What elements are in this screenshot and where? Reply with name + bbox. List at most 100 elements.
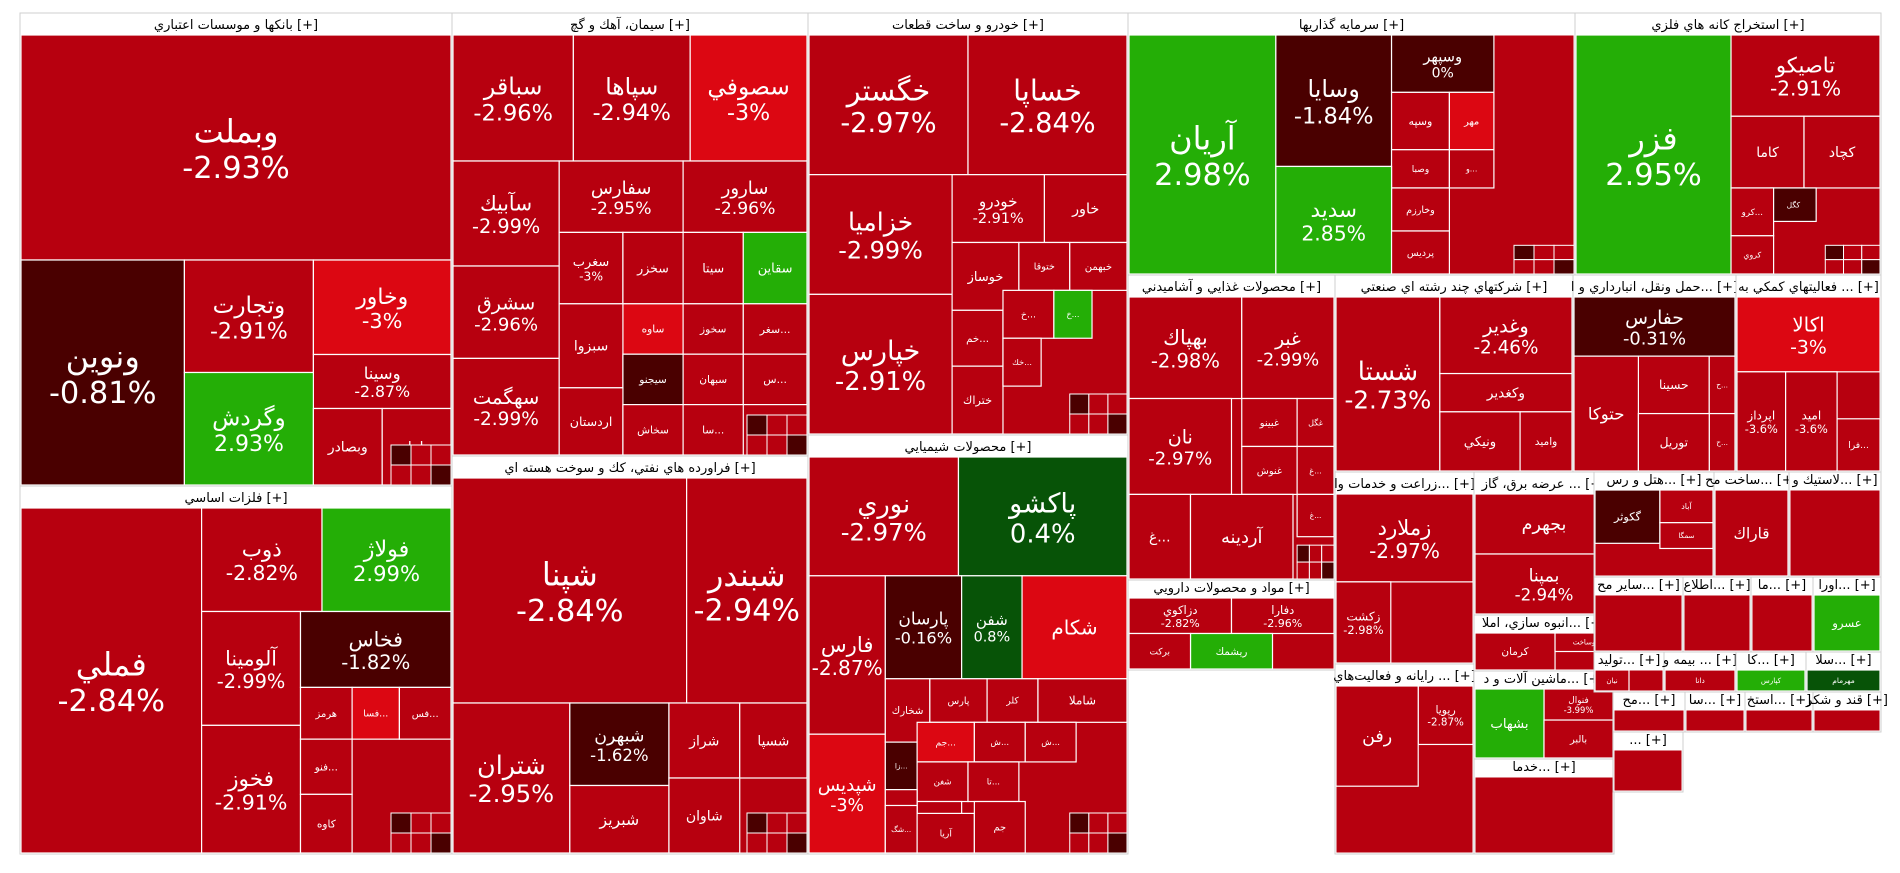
stock-tile[interactable]: شتران-2.95% — [452, 702, 571, 854]
sector-title[interactable]: لاستيك و... [+] — [1791, 473, 1877, 488]
stock-tile[interactable]: رپويا-2.87% — [1417, 685, 1474, 746]
stock-tile[interactable]: ختراك — [951, 365, 1004, 435]
stock-tile[interactable]: فنوال-3.99% — [1543, 688, 1614, 721]
stock-tile[interactable]: سبزوا — [558, 303, 624, 389]
stock-tile[interactable]: فخوز-2.91% — [201, 724, 302, 854]
stock-tile[interactable]: سيجنو — [622, 353, 684, 406]
tiny-tile[interactable] — [1861, 259, 1881, 275]
sector-title[interactable]: ساير مح... [+] — [1597, 578, 1680, 593]
stock-tile[interactable]: شاوان — [668, 777, 741, 854]
stock-tile[interactable]: ريشمك — [1189, 632, 1274, 670]
sector-title[interactable]: سا... [+] — [1689, 693, 1741, 708]
tiny-tile[interactable] — [1321, 561, 1335, 580]
sector-title[interactable]: محصولات شيميايي [+] — [905, 440, 1032, 455]
stock-tile[interactable]: اردستان — [558, 387, 624, 456]
stock-tile[interactable]: رفن — [1335, 685, 1419, 787]
stock-tile[interactable]: شبندر-2.94% — [686, 477, 808, 704]
sector-12[interactable]: مواد و محصولات دارويي [+]دزاكوي-2.82%دفا… — [1127, 579, 1336, 671]
sector-6[interactable]: سرمايه گذاريها [+]آريان2.98%وسايا-1.84%و… — [1127, 12, 1576, 276]
stock-tile[interactable]: سفارس-2.95% — [558, 160, 684, 234]
tiny-tile[interactable] — [1824, 259, 1845, 275]
sector-10[interactable]: حمل ونقل، انبارداري و ا... [+]حفارس-0.31… — [1571, 274, 1738, 473]
sector-23[interactable]: ما... [+] — [1750, 576, 1814, 653]
sector-8[interactable]: محصولات غذايي و آشاميدني [+]بهپاك-2.98%غ… — [1127, 274, 1336, 581]
stock-tile[interactable]: وغدير-2.46% — [1439, 296, 1573, 375]
tiny-tile[interactable] — [410, 812, 432, 834]
stock-tile[interactable]: ذوب-2.82% — [201, 507, 323, 613]
stock-tile[interactable]: زملارد-2.97% — [1335, 493, 1474, 583]
sector-title[interactable]: سرمايه گذاريها [+] — [1299, 17, 1404, 33]
tiny-tile[interactable] — [766, 434, 788, 456]
tiny-tile[interactable] — [1513, 259, 1535, 275]
stock-tile[interactable]: غ... — [1296, 493, 1335, 538]
sector-14[interactable]: رايانه و فعاليت‌هاي ... [+]رپويا-2.87%رف… — [1333, 663, 1476, 855]
stock-tile[interactable]: خك... — [1002, 337, 1042, 387]
tiny-tile[interactable] — [1308, 544, 1323, 563]
stock-tile[interactable]: زا... — [884, 741, 918, 791]
stock-tile[interactable]: پارسان-0.16% — [884, 575, 963, 680]
stock-tile[interactable]: قاراك — [1714, 489, 1789, 577]
sector-15[interactable]: عرضه برق، گاز ... [+] بجهرم بمپنا-2.94% — [1473, 471, 1615, 616]
sector-9[interactable]: شركتهاي چند رشته اي صنعتي [+]شستا-2.73%و… — [1334, 274, 1574, 473]
stock-tile[interactable]: سباقر-2.96% — [452, 34, 574, 162]
stock-tile[interactable]: كروي — [1730, 235, 1775, 275]
stock-tile[interactable]: س... — [742, 353, 808, 406]
stock-tile[interactable]: غنوش — [1241, 445, 1298, 495]
tiny-tile[interactable] — [1088, 832, 1109, 854]
stock-tile[interactable]: سشرق-2.96% — [452, 265, 560, 360]
stock-tile[interactable]: غبينو — [1241, 397, 1298, 448]
stock-tile[interactable]: شبهرن-1.62% — [569, 702, 670, 787]
stock-tile[interactable]: پرديس — [1390, 230, 1451, 275]
stock-tile[interactable]: حفارس-0.31% — [1573, 296, 1736, 357]
stock-tile[interactable]: ساوه — [622, 303, 684, 355]
stock-tile[interactable]: شپديس-3% — [808, 733, 886, 854]
stock-tile[interactable]: سآبيك-2.99% — [452, 160, 560, 267]
stock-tile[interactable]: حسينا — [1637, 355, 1710, 415]
stock-tile[interactable]: سا... — [682, 404, 744, 456]
stock-tile[interactable]: وبصادر — [312, 407, 383, 486]
sector-30[interactable]: سا... [+] — [1684, 691, 1746, 733]
stock-tile[interactable]: سخوز — [682, 303, 744, 355]
tiny-tile[interactable] — [786, 414, 808, 436]
tiny-tile[interactable] — [390, 464, 412, 486]
stock-tile[interactable]: فنو... — [299, 738, 353, 795]
tiny-tile[interactable] — [1533, 244, 1555, 261]
stock-tile[interactable]: سيتا — [682, 231, 744, 305]
sector-title[interactable]: محصولات غذايي و آشاميدني [+] — [1142, 278, 1321, 295]
stock-tile[interactable]: كاما — [1730, 115, 1805, 189]
sector-11[interactable]: فعاليتهاي كمكي به ... [+]اكالا-3%اپرداز-… — [1735, 274, 1882, 473]
sector-title[interactable]: بيمه و ... [+] — [1662, 653, 1737, 668]
sector-20[interactable]: لاستيك و... [+] — [1788, 471, 1882, 578]
stock-tile[interactable]: مهرمام — [1806, 669, 1881, 692]
stock-tile[interactable]: كچاد — [1803, 115, 1881, 189]
stock-tile[interactable]: كپارس — [1736, 669, 1806, 692]
sector-13[interactable]: زراعت و خدمات وا... [+]زملارد-2.97%زكشت-… — [1334, 471, 1475, 665]
stock-tile[interactable]: بمپنا-2.94% — [1474, 553, 1614, 615]
tiny-tile[interactable] — [1069, 413, 1090, 435]
tiny-tile[interactable] — [1088, 393, 1109, 415]
sector-title[interactable]: اورا... [+] — [1818, 578, 1875, 593]
tiny-tile[interactable] — [430, 464, 452, 486]
sector-title[interactable]: مح... [+] — [1623, 693, 1676, 708]
tiny-tile[interactable] — [786, 832, 808, 854]
stock-tile[interactable]: وخارزم — [1390, 187, 1451, 232]
stock-tile[interactable]: ش... — [1024, 721, 1077, 763]
stock-tile[interactable]: سهگمت-2.99% — [452, 357, 560, 456]
sector-33[interactable]: خدما... [+] — [1473, 758, 1615, 855]
tiny-tile[interactable] — [1069, 393, 1090, 415]
stock-tile[interactable]: سغرب-3% — [558, 231, 624, 305]
stock-tile[interactable]: ش... — [973, 721, 1026, 763]
tiny-tile[interactable] — [1553, 244, 1575, 261]
stock-tile[interactable]: پارس — [929, 678, 988, 723]
tiny-tile[interactable] — [746, 832, 768, 854]
sector-21[interactable]: ساير مح... [+] — [1593, 576, 1684, 653]
stock-tile[interactable]: شگ... — [884, 804, 918, 854]
stock-tile[interactable]: وتجارت-2.91% — [183, 259, 314, 374]
tiny-tile[interactable] — [786, 434, 808, 456]
sector-title[interactable]: انبوه سازي، املا... [+] — [1482, 616, 1606, 631]
tiny-tile[interactable] — [390, 832, 412, 854]
sector-32[interactable]: قند و شكر [+] — [1805, 691, 1888, 733]
